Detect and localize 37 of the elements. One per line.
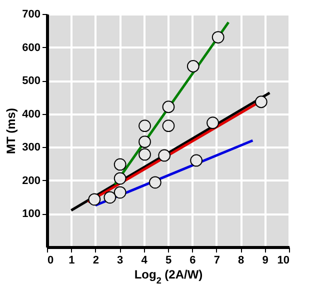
- point: [206, 116, 219, 130]
- x-tick-label: 6: [190, 254, 196, 266]
- point: [114, 186, 126, 199]
- point: [186, 60, 200, 72]
- point: [138, 120, 151, 132]
- point: [104, 191, 116, 204]
- x-tick-label: 5: [165, 254, 172, 266]
- x-tick-label: 7: [214, 254, 220, 266]
- point: [158, 149, 171, 162]
- x-tick-label: 0: [48, 254, 54, 266]
- x-tick-label: 1: [68, 254, 75, 266]
- point: [212, 31, 224, 44]
- point: [138, 148, 151, 161]
- y-tick-label: 200: [22, 174, 40, 187]
- point: [114, 172, 126, 185]
- point: [190, 154, 203, 167]
- y-axis-title: MT (ms): [4, 108, 18, 154]
- y-tick-label: 500: [22, 75, 40, 88]
- point: [114, 158, 126, 171]
- x-tick-label: 9: [262, 254, 268, 266]
- x-tick-label: 8: [238, 254, 244, 266]
- point: [162, 100, 175, 114]
- point: [148, 176, 162, 189]
- y-tick-label: 100: [22, 208, 40, 220]
- point: [138, 136, 151, 148]
- x-tick-label: 10: [277, 254, 290, 266]
- point: [254, 96, 268, 108]
- x-tick-label: 2: [92, 254, 99, 266]
- y-tick-label: 400: [22, 108, 40, 120]
- y-tick-label: 600: [22, 42, 40, 54]
- point: [162, 120, 175, 132]
- y-tick-label: 300: [22, 142, 40, 154]
- x-axis-title: Log$_{2}$ (2A/W): [134, 268, 203, 286]
- y-tick-label: 700: [22, 8, 40, 20]
- x-tick-label: 4: [141, 254, 148, 266]
- x-tick-label: 3: [117, 254, 124, 266]
- point: [88, 193, 101, 206]
